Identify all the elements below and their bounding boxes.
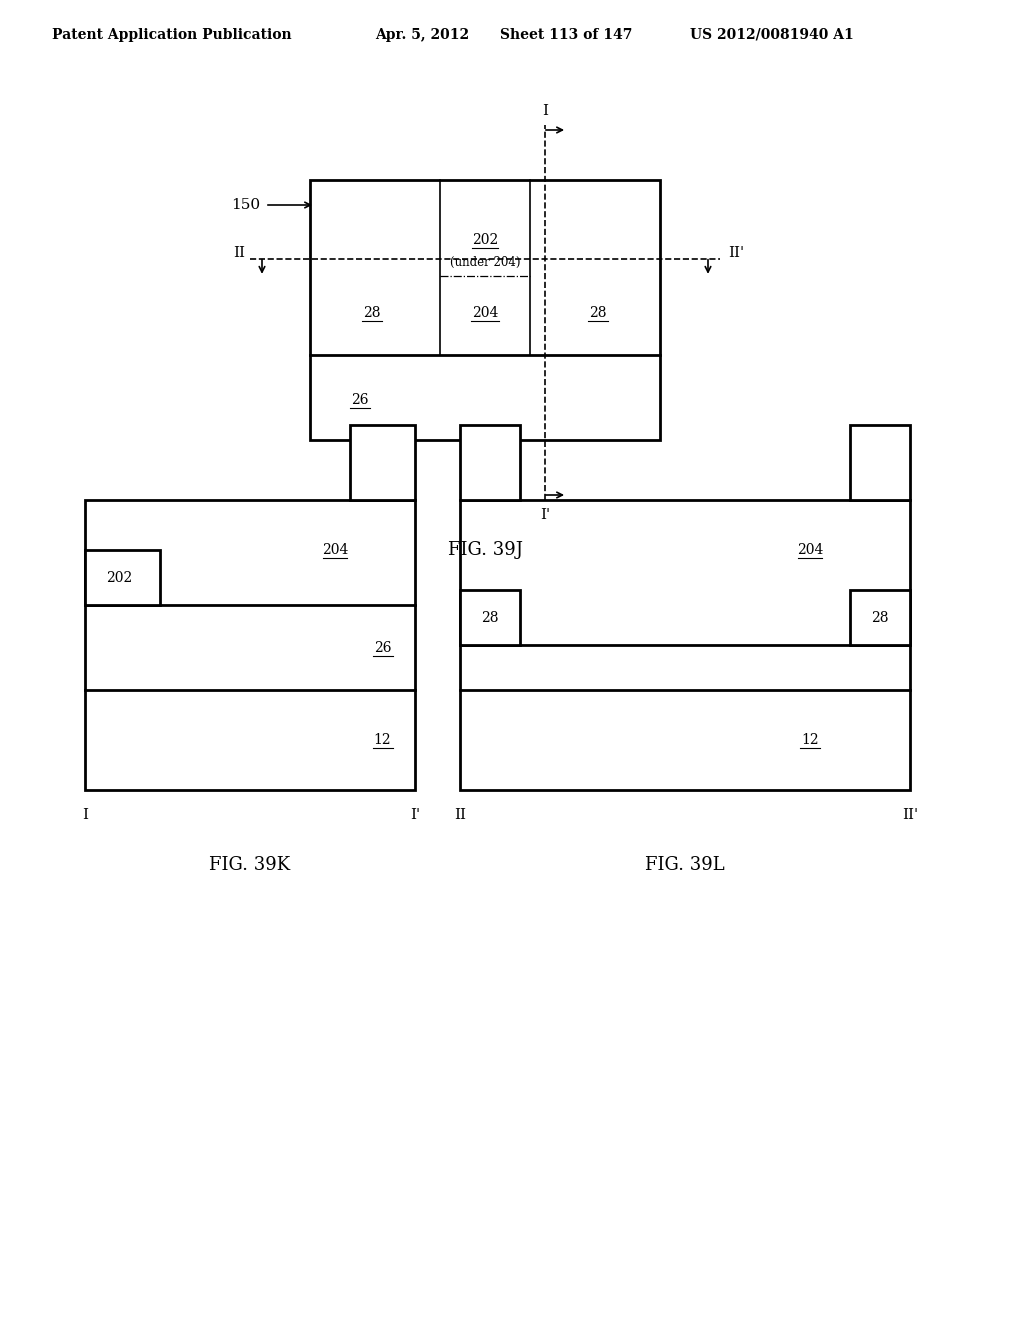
Text: Patent Application Publication: Patent Application Publication [52, 28, 292, 42]
Text: I: I [542, 104, 548, 117]
Text: II': II' [728, 246, 744, 260]
Text: 26: 26 [374, 640, 391, 655]
Text: II: II [454, 808, 466, 822]
Text: 204: 204 [797, 543, 823, 557]
Text: 28: 28 [589, 306, 607, 319]
Text: 202: 202 [105, 572, 132, 585]
Text: FIG. 39L: FIG. 39L [645, 855, 725, 874]
Text: 28: 28 [871, 610, 889, 624]
Bar [85, 550, 160, 605]
Text: I: I [82, 808, 88, 822]
Bar [85, 500, 415, 789]
Bar [460, 425, 520, 500]
Text: 150: 150 [230, 198, 260, 213]
Text: II': II' [902, 808, 919, 822]
Text: I': I' [540, 508, 550, 521]
Bar [310, 180, 660, 440]
Text: II: II [233, 246, 245, 260]
Text: 12: 12 [374, 733, 391, 747]
Text: (under 204): (under 204) [450, 256, 520, 268]
Text: 28: 28 [481, 610, 499, 624]
Bar [350, 425, 415, 500]
Text: FIG. 39J: FIG. 39J [447, 541, 522, 558]
Text: 202: 202 [472, 234, 498, 247]
Text: 28: 28 [364, 306, 381, 319]
Text: 12: 12 [801, 733, 819, 747]
Text: 26: 26 [351, 393, 369, 407]
Text: Sheet 113 of 147: Sheet 113 of 147 [500, 28, 633, 42]
Text: FIG. 39K: FIG. 39K [210, 855, 291, 874]
Text: I': I' [410, 808, 420, 822]
Text: US 2012/0081940 A1: US 2012/0081940 A1 [690, 28, 854, 42]
Text: Apr. 5, 2012: Apr. 5, 2012 [375, 28, 469, 42]
Bar [850, 425, 910, 500]
Bar [460, 590, 520, 645]
Bar [850, 590, 910, 645]
Bar [460, 500, 910, 789]
Text: 204: 204 [472, 306, 499, 319]
Text: 204: 204 [322, 543, 348, 557]
